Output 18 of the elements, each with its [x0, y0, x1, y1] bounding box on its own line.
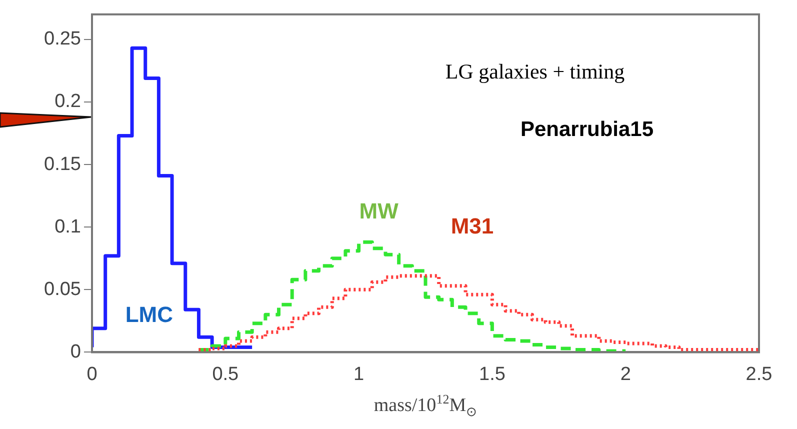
x-axis-title: mass/10$^{12}$M$_{⊙}$	[374, 392, 478, 420]
y-tick-label: 0.2	[54, 91, 81, 112]
x-tick-label: 0.5	[212, 364, 239, 385]
series-label: MW	[359, 198, 399, 224]
y-tick-label: 0.15	[44, 154, 81, 175]
x-tick-label: 2	[620, 364, 631, 385]
series-label: LMC	[125, 302, 174, 328]
series-label: M31	[450, 213, 494, 238]
x-tick-label: 1	[354, 364, 364, 385]
y-tick-label: 0.05	[44, 278, 81, 300]
annotation: LG galaxies + timing	[445, 60, 626, 84]
y-tick-label: 0	[70, 341, 81, 362]
x-tick-label: 0	[86, 364, 98, 385]
x-tick-label: 1.5	[478, 364, 506, 385]
y-tick-label: 0.1	[54, 216, 81, 238]
annotation: Penarrubia15	[520, 118, 654, 141]
x-tick-label: 2.5	[746, 364, 772, 385]
y-tick-label: 0.25	[44, 28, 81, 50]
